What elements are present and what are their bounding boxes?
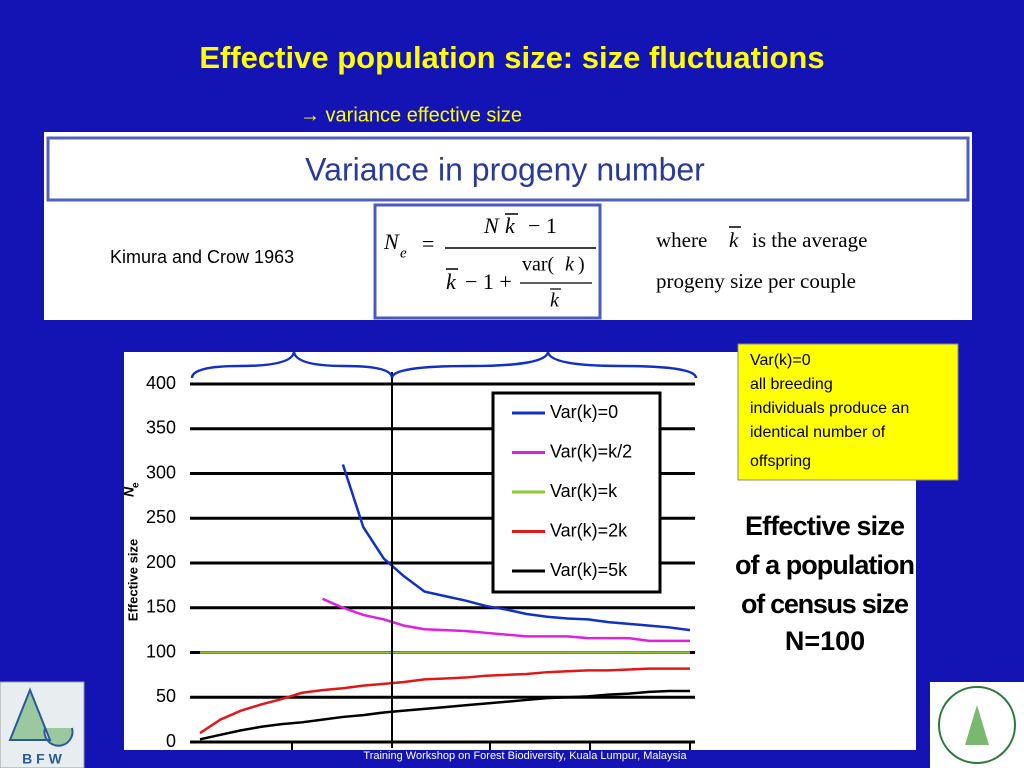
note-k: k [729, 228, 739, 252]
x-axis-ticks [291, 742, 691, 750]
note-line: individuals produce an [750, 400, 909, 417]
series-line [199, 689, 690, 741]
y-tick-label: 350 [146, 418, 176, 438]
y-tick-label: 150 [146, 597, 176, 617]
formula-box [373, 203, 602, 320]
y-tick-label: 400 [146, 373, 176, 393]
formula-panel [44, 132, 972, 320]
series-line [199, 667, 690, 735]
citation: Kimura and Crow 1963 [110, 247, 294, 267]
y-axis-symbol: N [121, 486, 137, 497]
annotation: Effective size of a population of census… [735, 511, 915, 656]
legend-label: Var(k)=k/2 [550, 441, 632, 461]
legend-label: Var(k)=2k [550, 520, 628, 540]
note-box-text: Var(k)=0 all breeding individuals produc… [750, 352, 909, 470]
note-line: offspring [750, 453, 811, 470]
y-tick-label: 0 [166, 731, 176, 751]
annotation-line: of a population [735, 550, 915, 580]
formula-num: N [483, 213, 500, 238]
annotation-line: of census size [741, 589, 909, 619]
panel-heading: Variance in progeny number [305, 151, 705, 187]
formula-var: var( [522, 254, 555, 276]
note-line: identical number of [750, 424, 886, 441]
logo-shape [8, 687, 74, 747]
formula-lhs: N [383, 229, 400, 254]
y-tick-label: 100 [146, 641, 176, 661]
y-axis-symbol-sub: e [131, 482, 142, 488]
note-line: Var(k)=0 [750, 352, 811, 369]
series-line [341, 464, 691, 632]
chart: 0 50 100 150 200 250 300 350 400 Effective size Ne… [121, 373, 695, 751]
formula-var-den: k [550, 290, 560, 312]
annotation-line: Effective size [745, 511, 905, 541]
annotation-line: N=100 [785, 626, 865, 656]
y-tick-label: 300 [146, 462, 176, 482]
formula-den-k: k [446, 269, 457, 294]
y-tick-label: 50 [156, 686, 176, 706]
formula: N e = N k − 1 k − 1 + var( k ) k [383, 213, 596, 312]
formula-num-rest: − 1 [528, 213, 557, 238]
legend-label: Var(k)=k [550, 481, 618, 501]
note-text: where [656, 228, 707, 252]
formula-lhs-sub: e [400, 245, 407, 261]
note-text: progeny size per couple [656, 269, 856, 293]
note-box [737, 343, 959, 481]
brace [190, 351, 698, 379]
note-line: all breeding [750, 376, 833, 393]
formula-eq: = [422, 231, 434, 256]
note-text: is the average [752, 228, 867, 252]
y-axis-label: Effective size [125, 539, 140, 621]
formula-var-k: k [565, 254, 575, 276]
formula-var-close: ) [578, 254, 585, 276]
slide-title: Effective population size: size fluctuat… [199, 40, 824, 75]
legend-label: Var(k)=5k [550, 560, 628, 580]
logo-text: B F W [22, 751, 62, 767]
logo-shape [965, 705, 989, 745]
footer: Training Workshop on Forest Biodiversity… [363, 750, 687, 762]
formula-den-rest: − 1 + [465, 269, 512, 294]
legend-label: Var(k)=0 [550, 402, 618, 422]
formula-num-k: k [505, 213, 516, 238]
formula-note: where k is the average progeny size per … [656, 226, 867, 293]
series-line [321, 597, 690, 643]
subtitle: → variance effective size [300, 104, 522, 126]
y-tick-label: 250 [146, 507, 176, 527]
heading-box [46, 136, 970, 202]
y-tick-label: 200 [146, 552, 176, 572]
